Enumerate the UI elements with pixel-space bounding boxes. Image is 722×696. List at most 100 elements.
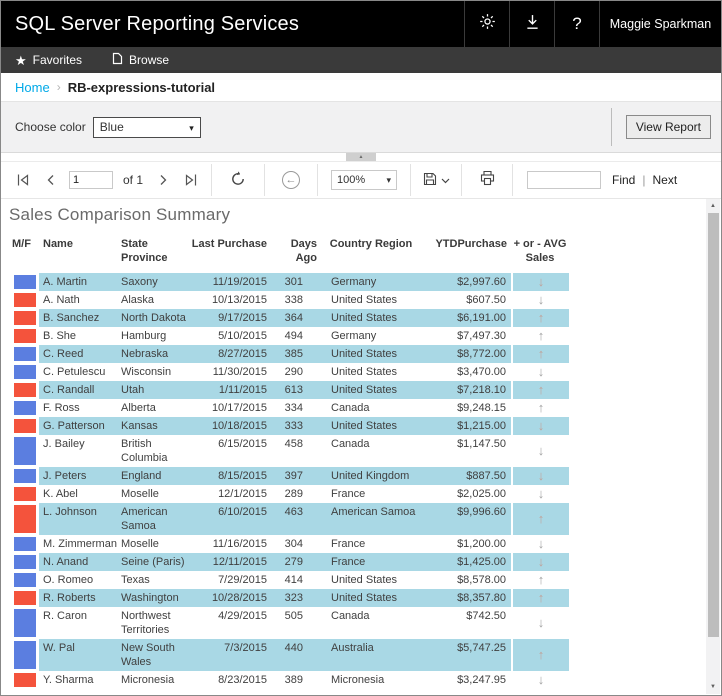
favorites-label: Favorites — [32, 53, 83, 67]
current-page-input[interactable] — [69, 171, 113, 189]
print-button[interactable] — [462, 162, 512, 198]
scroll-down-arrow[interactable]: ▼ — [710, 684, 716, 690]
last-purchase-cell: 10/28/2015 — [189, 588, 273, 607]
last-purchase-cell: 11/30/2015 — [212, 365, 267, 378]
page-count-label: of 1 — [123, 173, 144, 187]
scrollbar-thumb[interactable] — [707, 213, 719, 637]
next-page-button[interactable] — [149, 173, 177, 187]
state-province-cell: Northwest Territories — [121, 609, 171, 636]
male-indicator-square — [14, 608, 36, 637]
chevron-down-icon — [386, 174, 391, 186]
days-ago-cell: 385 — [273, 344, 319, 363]
ytd-purchase-cell: $8,578.00 — [457, 573, 506, 586]
male-indicator-square — [14, 640, 36, 669]
male-indicator-square — [14, 436, 36, 465]
app-title: SQL Server Reporting Services — [15, 12, 300, 35]
chevron-down-icon — [441, 173, 450, 187]
country-region-cell: United States — [331, 293, 398, 306]
trend-down-arrow-icon: ↓ — [511, 606, 569, 639]
trend-up-arrow-icon: ↑ — [511, 344, 569, 363]
female-indicator-square — [14, 590, 36, 605]
state-province-cell: Alaska — [121, 293, 155, 306]
name-cell: B. Sanchez — [39, 308, 117, 327]
name-cell: J. Peters — [39, 466, 117, 485]
printer-icon — [479, 170, 496, 190]
refresh-button[interactable] — [212, 162, 264, 198]
parameter-panel: Choose color Blue View Report — [1, 101, 721, 153]
user-menu[interactable]: Maggie Sparkman — [599, 1, 721, 47]
find-group: Find | Next — [527, 162, 677, 198]
name-cell: K. Abel — [43, 487, 78, 500]
table-row: B. She Hamburg 5/10/2015 494 Germany $7,497.3… — [9, 326, 573, 345]
help-button[interactable]: ? — [554, 1, 599, 47]
days-ago-cell: 334 — [284, 401, 303, 414]
breadcrumb-home-link[interactable]: Home — [15, 79, 50, 95]
first-page-button[interactable] — [9, 173, 37, 187]
table-row: B. Sanchez North Dakota 9/17/2015 364 United… — [9, 308, 573, 327]
ytd-purchase-cell: $6,191.00 — [423, 308, 511, 327]
last-page-button[interactable] — [177, 173, 205, 187]
portal-nav: ★ Favorites Browse — [1, 47, 721, 73]
nav-browse[interactable]: Browse — [112, 52, 169, 68]
breadcrumb: Home › RB-expressions-tutorial — [1, 73, 721, 101]
name-cell: J. Bailey — [43, 437, 85, 450]
table-row: F. Ross Alberta 10/17/2015 334 Canada $9,248.… — [9, 398, 573, 417]
state-province-cell: Moselle — [121, 537, 159, 550]
ytd-purchase-cell: $7,218.10 — [423, 380, 511, 399]
export-button[interactable] — [411, 162, 461, 198]
trend-up-arrow-icon: ↑ — [511, 502, 569, 535]
name-cell: R. Roberts — [39, 588, 117, 607]
name-cell: O. Romeo — [43, 573, 94, 586]
state-province-cell: British Columbia — [121, 437, 168, 464]
back-button[interactable]: ← — [265, 162, 317, 198]
trend-down-arrow-icon: ↓ — [511, 362, 569, 381]
last-purchase-cell: 4/29/2015 — [218, 609, 267, 622]
next-link[interactable]: Next — [652, 173, 678, 187]
state-province-cell: New South Wales — [117, 638, 189, 671]
gender-cell — [9, 381, 39, 399]
gender-cell — [9, 607, 39, 639]
table-row: G. Patterson Kansas 10/18/2015 333 United St… — [9, 416, 573, 435]
state-province-cell: Moselle — [121, 487, 159, 500]
ytd-purchase-cell: $2,997.60 — [423, 272, 511, 291]
table-row: R. Caron Northwest Territories 4/29/2015 50… — [9, 606, 573, 639]
table-row: L. Johnson American Samoa 6/10/2015 463 Amer… — [9, 502, 573, 535]
choose-color-select[interactable]: Blue — [92, 116, 201, 138]
zoom-select[interactable]: 100% — [331, 170, 398, 190]
download-button[interactable] — [509, 1, 554, 47]
nav-favorites[interactable]: ★ Favorites — [15, 53, 82, 67]
report-toolbar: of 1 ← 100 — [1, 161, 721, 199]
days-ago-cell: 290 — [284, 365, 303, 378]
gender-cell — [9, 503, 39, 535]
days-ago-cell: 338 — [284, 293, 303, 306]
collapse-parameters-handle[interactable] — [346, 153, 376, 161]
trend-up-arrow-icon: ↑ — [511, 326, 569, 345]
choose-color-value: Blue — [99, 120, 124, 134]
last-purchase-cell: 9/17/2015 — [189, 308, 273, 327]
table-row: A. Martin Saxony 11/19/2015 301 Germany $2,99… — [9, 272, 573, 291]
state-province-cell: England — [117, 466, 189, 485]
find-input[interactable] — [527, 171, 602, 189]
table-row: K. Abel Moselle 12/1/2015 289 France $2,025.0… — [9, 484, 573, 503]
vertical-scrollbar[interactable]: ▲ ▼ — [706, 199, 720, 694]
find-link[interactable]: Find — [612, 173, 636, 187]
column-header: + or - AVG Sales — [513, 238, 567, 265]
name-cell: C. Petulescu — [43, 365, 106, 378]
previous-page-button[interactable] — [37, 173, 65, 187]
column-header: Name — [43, 238, 73, 250]
settings-button[interactable] — [464, 1, 509, 47]
last-purchase-cell: 6/10/2015 — [189, 502, 273, 535]
view-report-button[interactable]: View Report — [625, 115, 711, 139]
table-row: Y. Sharma Micronesia 8/23/2015 389 Micronesi… — [9, 670, 573, 689]
last-purchase-cell: 12/11/2015 — [189, 552, 273, 571]
ytd-purchase-cell: $1,200.00 — [457, 537, 506, 550]
scroll-up-arrow[interactable]: ▲ — [710, 203, 716, 209]
report-canvas: Sales Comparison Summary M/F Name State Pr… — [1, 199, 721, 695]
table-row: J. Bailey British Columbia 6/15/2015 458 Can… — [9, 434, 573, 467]
country-region-cell: United Kingdom — [319, 466, 423, 485]
ytd-purchase-cell: $9,248.15 — [457, 401, 506, 414]
name-cell: F. Ross — [43, 401, 80, 414]
trend-down-arrow-icon: ↓ — [511, 416, 569, 435]
last-purchase-cell: 7/3/2015 — [189, 638, 273, 671]
breadcrumb-current: RB-expressions-tutorial — [67, 79, 216, 95]
